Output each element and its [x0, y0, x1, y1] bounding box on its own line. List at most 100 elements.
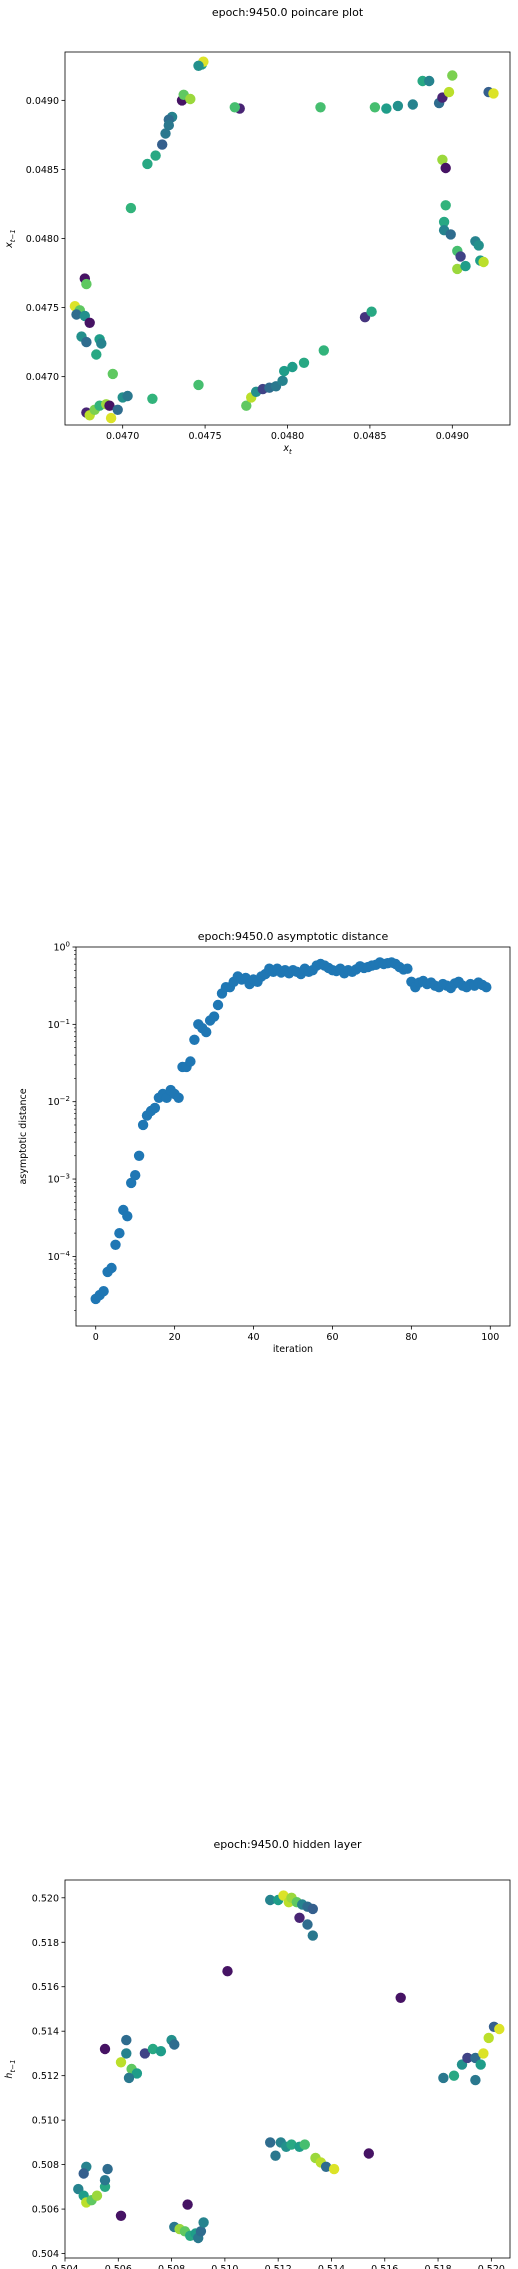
data-point: [155, 2046, 167, 2057]
data-point: [106, 1262, 117, 1274]
data-point: [112, 404, 123, 415]
data-point: [307, 1930, 318, 1941]
data-point: [483, 2032, 494, 2044]
data-point: [107, 368, 119, 380]
y-tick-label: 10−4: [48, 1250, 71, 1263]
data-point: [307, 1903, 318, 1915]
x-tick-label: 0.0490: [436, 431, 469, 442]
data-point: [201, 1026, 212, 1038]
y-axis-label-2: asymptotic distance: [18, 1088, 29, 1184]
data-point: [91, 349, 102, 360]
chart-title-3: epoch:9450.0 hidden layer: [213, 1838, 361, 1851]
data-point: [208, 1011, 220, 1022]
y-tick-label: 10−2: [48, 1095, 70, 1108]
data-point: [478, 256, 489, 268]
data-point: [438, 2072, 449, 2084]
plot-frame-2: [75, 946, 511, 1327]
data-point: [198, 2217, 209, 2228]
data-point: [131, 2068, 143, 2079]
data-point: [455, 251, 466, 262]
data-point: [139, 2048, 151, 2059]
y-tick-label: 0.514: [32, 2027, 59, 2038]
data-point: [99, 2043, 111, 2055]
data-point: [294, 1912, 305, 1924]
data-point: [115, 2057, 127, 2068]
plot-frame-3: [64, 1879, 511, 2259]
data-point: [212, 999, 224, 1011]
data-point: [369, 102, 381, 113]
y-tick-label: 0.512: [32, 2071, 59, 2082]
x-axis-label-1: xt: [282, 443, 292, 456]
x-tick-label: 0.516: [371, 2264, 398, 2269]
data-point: [315, 102, 326, 113]
y-tick-label: 100: [53, 941, 70, 954]
data-point: [122, 390, 133, 402]
data-point: [115, 2210, 127, 2221]
y-axis-label-3: ht−1: [4, 2059, 17, 2078]
data-point: [96, 338, 107, 349]
data-point: [440, 162, 451, 174]
data-point: [298, 357, 310, 368]
data-point: [195, 2226, 207, 2237]
data-point: [160, 128, 171, 139]
data-point: [185, 1056, 196, 1067]
data-point: [381, 103, 392, 114]
data-point: [185, 93, 196, 105]
data-point: [149, 1102, 161, 1114]
y-tick-label: 0.508: [32, 2160, 59, 2171]
y-tick-label: 0.0490: [26, 96, 59, 107]
data-point: [169, 2039, 180, 2050]
data-point: [98, 1286, 109, 1297]
data-point: [122, 1211, 133, 1222]
x-axis-label-2: iteration: [273, 1344, 313, 1355]
data-point: [392, 100, 404, 112]
data-point: [447, 70, 458, 81]
data-point: [105, 412, 117, 424]
data-point: [193, 60, 204, 71]
y-tick-label: 0.0475: [26, 303, 59, 314]
x-tick-label: 40: [247, 1332, 259, 1343]
x-tick-label: 0.504: [51, 2264, 78, 2269]
y-tick-label: 0.510: [32, 2116, 59, 2127]
data-point: [110, 1239, 121, 1251]
data-point: [470, 2074, 481, 2086]
x-tick-label: 60: [326, 1332, 338, 1343]
x-tick-label: 0: [93, 1332, 99, 1343]
data-point: [445, 229, 456, 240]
data-point: [157, 139, 168, 150]
data-point: [363, 2148, 374, 2159]
data-point: [460, 260, 471, 272]
data-point: [84, 317, 95, 328]
data-point: [121, 2048, 132, 2059]
data-point: [99, 2175, 111, 2186]
data-point: [402, 963, 413, 974]
data-point: [478, 2048, 489, 2059]
data-point: [286, 2139, 297, 2150]
data-point: [438, 216, 450, 228]
data-point: [241, 400, 252, 411]
data-point: [366, 306, 377, 317]
x-tick-label: 0.0485: [353, 431, 386, 442]
data-point: [424, 75, 435, 87]
x-tick-label: 0.520: [478, 2264, 505, 2269]
data-point: [173, 1092, 184, 1104]
data-point: [133, 1150, 145, 1162]
data-point: [494, 2023, 505, 2035]
data-point: [287, 361, 298, 373]
data-point: [229, 102, 240, 113]
data-point: [125, 202, 137, 214]
data-point: [147, 393, 158, 404]
data-point: [437, 154, 448, 165]
data-point: [475, 2059, 486, 2070]
data-point: [473, 240, 484, 251]
y-tick-label: 0.504: [32, 2249, 59, 2260]
data-point: [142, 158, 153, 170]
x-tick-label: 0.0480: [271, 431, 304, 442]
y-tick-label: 0.516: [32, 1982, 59, 1993]
y-tick-label: 0.518: [32, 1938, 59, 1949]
data-point: [462, 2052, 473, 2064]
data-point: [161, 1092, 172, 1104]
data-point: [81, 336, 92, 348]
data-point: [407, 99, 418, 110]
